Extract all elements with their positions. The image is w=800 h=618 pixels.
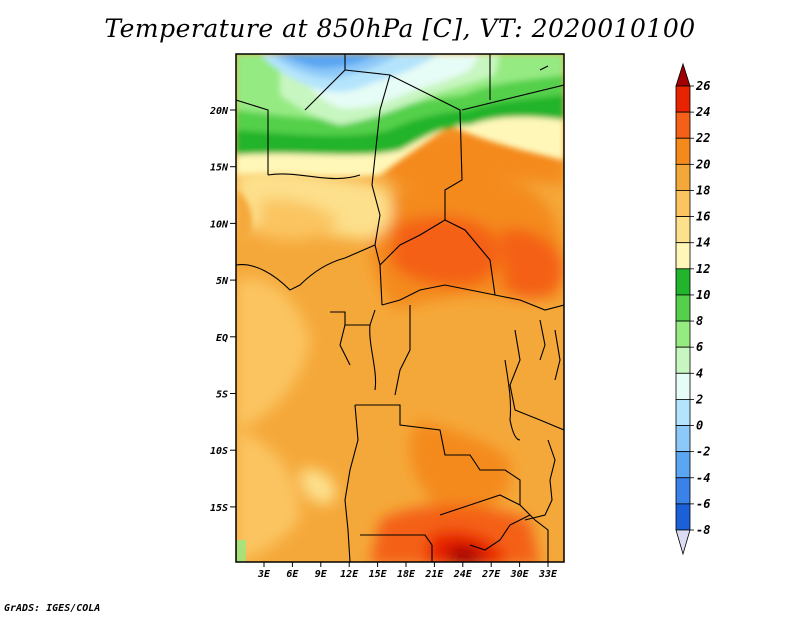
colorbar-label: -6 [696, 497, 710, 511]
colorbar-segment [675, 111, 691, 139]
colorbar-segment [675, 346, 691, 374]
colorbar-label: -4 [696, 471, 710, 485]
lat-label: 20N [209, 106, 229, 117]
colorbar-label: 14 [696, 236, 710, 250]
colorbar-segment [675, 320, 691, 348]
colorbar-label: -8 [696, 523, 710, 537]
lat-label: 10N [210, 219, 229, 230]
lon-label: 6E [286, 569, 299, 580]
lon-label: 30E [510, 569, 530, 580]
colorbar-segment [675, 399, 691, 426]
colorbar-segment [675, 137, 691, 165]
lon-label: 18E [397, 569, 416, 580]
colorbar-segment [675, 216, 691, 244]
longitude-ticks [263, 562, 549, 567]
colorbar-segment [675, 268, 691, 296]
colorbar-label: 12 [696, 262, 710, 276]
lat-label: 10S [210, 446, 228, 457]
colorbar-label: 16 [696, 210, 710, 224]
grads-credit: GrADS: IGES/COLA [4, 603, 101, 614]
colorbar-label: 2 [695, 392, 703, 406]
map-title: Temperature at 850hPa [C], VT: 202001010… [104, 14, 696, 43]
colorbar-segment [675, 477, 691, 505]
colorbar-segment [675, 163, 691, 191]
latitude-labels: 20N 15N 10N 5N EQ 5S 10S 15S [209, 106, 229, 514]
colorbar-label: 26 [695, 79, 710, 93]
colorbar-label: -2 [696, 445, 710, 459]
colorbar-label: 24 [695, 105, 710, 119]
colorbar-segment [675, 242, 691, 270]
colorbar-segment [675, 190, 691, 217]
lat-label: 15S [210, 503, 228, 514]
temperature-field [236, 54, 564, 562]
lat-label: 5N [216, 276, 229, 287]
colorbar-label: 22 [695, 131, 710, 145]
lat-label: 15N [210, 163, 229, 174]
lon-label: 3E [257, 569, 271, 580]
colorbar-label: 10 [696, 288, 710, 302]
lat-label: EQ [216, 333, 228, 344]
lon-label: 21E [424, 569, 444, 580]
colorbar-segment [675, 425, 691, 453]
colorbar-label: 8 [696, 314, 703, 328]
longitude-labels: 3E 6E 9E 12E 15E 18E 21E 24E 27E 30E 33E [257, 569, 558, 580]
lat-label: 5S [216, 390, 228, 401]
lon-label: 15E [369, 569, 388, 580]
lon-label: 27E [481, 569, 501, 580]
colorbar-label: 4 [696, 366, 703, 380]
latitude-ticks [230, 109, 236, 508]
colorbar-label: 0 [696, 419, 703, 433]
colorbar-label: 20 [695, 157, 710, 171]
colorbar-segment [675, 451, 691, 479]
lon-label: 12E [340, 569, 359, 580]
colorbar-segment [675, 294, 691, 322]
colorbar-top-arrow [675, 62, 691, 87]
lon-label: 9E [315, 569, 328, 580]
country-borders [236, 54, 564, 562]
colorbar-segment [675, 372, 691, 400]
lon-label: 24E [453, 569, 473, 580]
map-frame [235, 53, 565, 563]
colorbar-bottom-arrow [675, 529, 691, 556]
colorbar-label: 6 [696, 340, 703, 354]
colorbar-segment [675, 503, 691, 531]
lon-label: 33E [538, 569, 558, 580]
colorbar-segment [675, 85, 691, 113]
colorbar-label: 18 [696, 183, 710, 197]
